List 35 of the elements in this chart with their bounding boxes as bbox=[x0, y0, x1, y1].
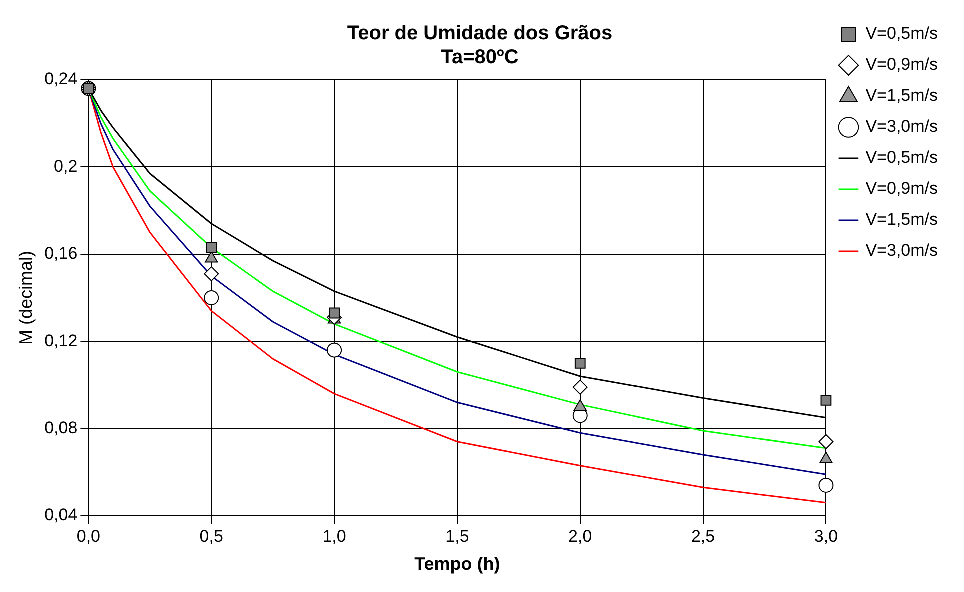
point bbox=[327, 342, 342, 358]
text: Ta=80ºC bbox=[441, 46, 519, 69]
y-axis-title: M (decimal) bbox=[16, 250, 36, 346]
point bbox=[818, 478, 834, 493]
text: Teor de Umidade dos Grãos bbox=[347, 22, 613, 45]
legend-label: V=0,5m/s bbox=[866, 24, 938, 44]
y-tick-label: 0,16 bbox=[44, 244, 78, 264]
y-tick-label: 0,2 bbox=[54, 156, 78, 176]
point bbox=[329, 308, 340, 319]
legend-label: V=0,9m/s bbox=[866, 179, 938, 198]
legend-label: V=1,5m/s bbox=[866, 86, 938, 106]
x-tick-label: 3,0 bbox=[814, 526, 838, 546]
y-tick-label: 0,24 bbox=[44, 70, 78, 89]
legend-label: V=3,0m/s bbox=[866, 241, 938, 260]
x-axis-title: Tempo (h) bbox=[414, 554, 500, 574]
x-tick-label: 2,0 bbox=[568, 526, 592, 546]
point bbox=[572, 380, 588, 395]
x-tick-label: 0,0 bbox=[76, 526, 101, 546]
point bbox=[204, 266, 220, 282]
y-tick-label: 0,04 bbox=[44, 506, 78, 525]
point bbox=[206, 242, 218, 254]
legend-label: V=0,9m/s bbox=[866, 55, 938, 74]
y-tick-label: 0,08 bbox=[44, 418, 78, 438]
x-tick-label: 1,0 bbox=[322, 526, 346, 546]
point bbox=[574, 358, 586, 369]
legend-label: V=0,5m/s bbox=[866, 148, 938, 168]
point bbox=[204, 290, 220, 306]
point bbox=[818, 434, 834, 450]
x-tick-label: 2,5 bbox=[691, 526, 716, 546]
legend-label: V=3,0m/s bbox=[866, 117, 938, 136]
x-tick-label: 1,5 bbox=[446, 526, 470, 546]
x-tick-label: 0,5 bbox=[200, 526, 224, 546]
y-tick-label: 0,12 bbox=[44, 331, 78, 350]
legend-label: V=1,5m/s bbox=[866, 210, 938, 230]
point bbox=[820, 395, 832, 406]
